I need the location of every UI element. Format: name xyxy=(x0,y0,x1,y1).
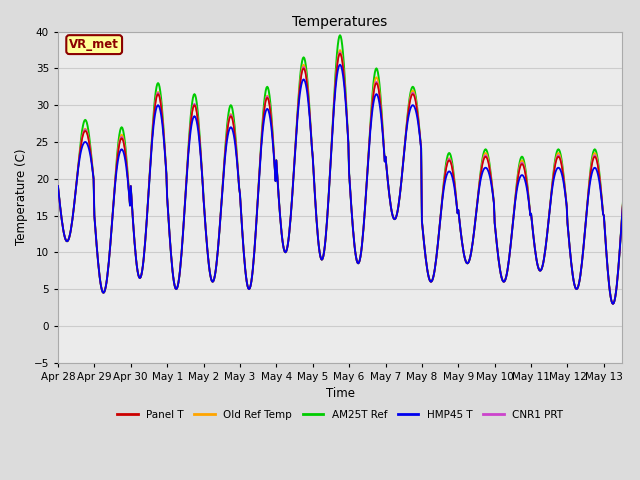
Title: Temperatures: Temperatures xyxy=(292,15,388,29)
X-axis label: Time: Time xyxy=(326,387,355,400)
Legend: Panel T, Old Ref Temp, AM25T Ref, HMP45 T, CNR1 PRT: Panel T, Old Ref Temp, AM25T Ref, HMP45 … xyxy=(113,406,567,424)
Y-axis label: Temperature (C): Temperature (C) xyxy=(15,149,28,245)
Text: VR_met: VR_met xyxy=(69,38,119,51)
